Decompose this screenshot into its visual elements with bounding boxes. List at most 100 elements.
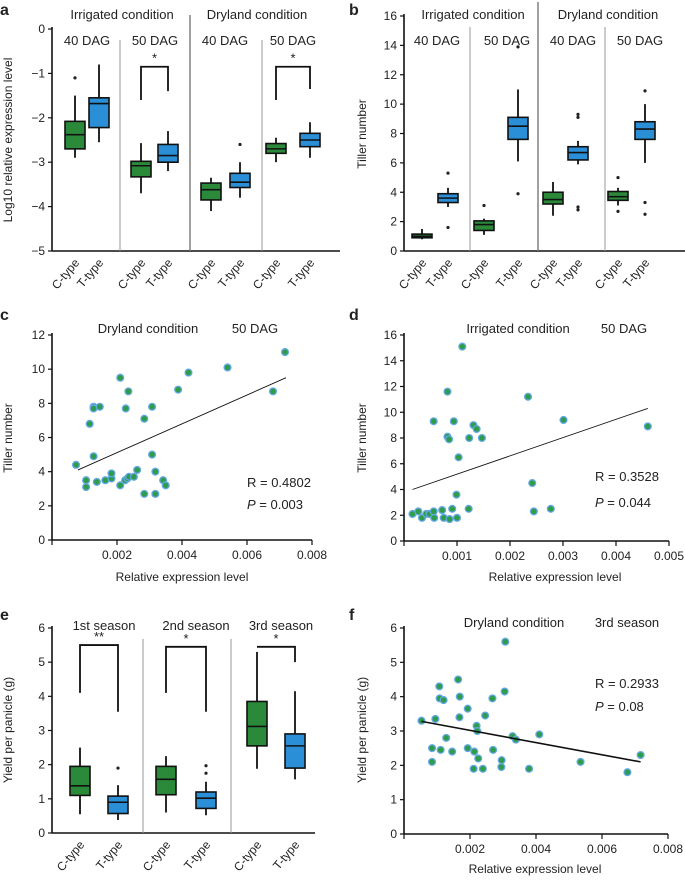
box [284, 733, 306, 769]
panel-letter: e [0, 607, 9, 624]
x-tick-label: 0.004 [601, 549, 631, 563]
data-point [478, 764, 487, 773]
y-tick-label: 10 [32, 362, 46, 376]
data-point [559, 415, 568, 425]
x-axis-label: Relative expression level [489, 570, 622, 584]
data-point [452, 513, 462, 522]
stage-label: 40 DAG [64, 33, 110, 48]
significance-bracket [257, 645, 296, 663]
outlier-point [576, 205, 580, 209]
y-tick-label: 0 [390, 244, 397, 258]
y-axis-label: Yield per panicle (g) [1, 677, 15, 783]
box [107, 795, 129, 815]
box [229, 172, 251, 189]
condition-label: Irrigated condition [70, 7, 173, 22]
category-label: C-type [250, 256, 284, 292]
data-point [431, 714, 440, 724]
significance-label: * [273, 631, 278, 646]
category-label: T-type [553, 256, 585, 291]
y-tick-label: 1 [390, 793, 397, 807]
data-point [92, 477, 101, 486]
category-label: T-type [270, 838, 302, 873]
category-label: T-type [285, 256, 317, 291]
data-point [525, 764, 534, 773]
regression-line [77, 377, 287, 471]
category-label: C-type [185, 256, 219, 292]
y-axis-label: Log10 relative expression level [1, 58, 15, 223]
p-label: P [247, 497, 256, 512]
data-point [417, 716, 426, 725]
y-tick-label: 2 [390, 508, 397, 522]
y-tick-label: 1 [38, 792, 45, 806]
data-point [89, 452, 98, 461]
significance-label: * [290, 51, 295, 66]
panel-letter: f [349, 607, 355, 624]
panel-title: Dryland condition [98, 321, 198, 336]
data-point [151, 467, 160, 476]
box [88, 97, 110, 129]
outlier-point [73, 76, 77, 80]
data-point [107, 469, 116, 478]
y-tick-label: 10 [384, 405, 398, 419]
panel-letter: a [0, 2, 9, 19]
data-point [124, 387, 133, 396]
stage-label: 3rd season [249, 618, 313, 633]
y-tick-label: 12 [32, 328, 46, 342]
data-point [161, 481, 170, 490]
panel-letter: d [349, 307, 359, 324]
data-point [429, 507, 438, 516]
data-point [116, 481, 125, 490]
category-label: C-type [396, 256, 430, 292]
panel-title: 50 DAG [601, 321, 647, 336]
data-point [129, 472, 138, 481]
data-point [488, 694, 497, 703]
significance-bracket [165, 645, 207, 712]
data-point [623, 768, 632, 777]
significance-bracket [275, 65, 311, 101]
data-point [280, 348, 290, 357]
data-point [463, 744, 472, 753]
outlier-point [616, 209, 620, 213]
condition-label: Irrigated condition [421, 7, 524, 22]
y-tick-label: 2 [390, 215, 397, 229]
data-point [497, 756, 506, 765]
box [155, 765, 177, 796]
category-label: C-type [54, 838, 88, 874]
outlier-point [446, 171, 450, 175]
x-tick-label: 0.005 [654, 549, 684, 563]
data-point [489, 745, 498, 754]
y-tick-label: −3 [31, 155, 45, 169]
data-point [414, 507, 423, 516]
panel-letter: c [0, 307, 9, 324]
data-point [439, 696, 448, 705]
data-point [636, 750, 645, 760]
y-tick-label: 2 [38, 758, 45, 772]
correlation-r: R = 0.4802 [247, 475, 311, 490]
data-point [465, 433, 474, 443]
data-point [445, 515, 454, 524]
category-label: T-type [620, 256, 652, 291]
y-tick-label: 0 [390, 827, 397, 841]
y-tick-label: 4 [390, 690, 397, 704]
x-axis-label: Relative expression level [469, 862, 602, 876]
data-point [643, 422, 652, 431]
data-point [454, 453, 463, 462]
y-axis-label: Tiller number [1, 403, 15, 473]
category-label: C-type [592, 256, 626, 292]
significance-label: * [183, 631, 188, 646]
x-tick-label: 0.002 [495, 549, 525, 563]
p-value-number: = 0.003 [256, 497, 303, 512]
data-point [463, 704, 472, 713]
category-label: C-type [140, 838, 174, 874]
data-point [469, 764, 478, 773]
x-tick-label: 0.004 [521, 842, 551, 856]
data-point [535, 730, 544, 739]
y-tick-label: 2 [390, 758, 397, 772]
data-point [151, 489, 160, 498]
p-label: P [595, 495, 604, 510]
data-point [442, 733, 451, 742]
data-point [429, 417, 438, 426]
data-point [472, 424, 481, 434]
y-tick-label: 6 [38, 431, 45, 445]
